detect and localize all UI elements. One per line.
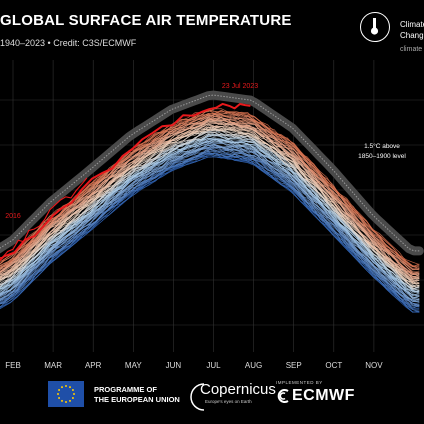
temperature-chart: 23 Jul 2023 2016 1.5°C above 1850–1900 l…	[0, 60, 424, 370]
c3s-logo: Climate Change climate	[360, 12, 424, 60]
eu-stars	[57, 385, 75, 403]
series-2023-line	[0, 102, 251, 262]
series-year-1983	[0, 130, 420, 287]
eu-star-10	[69, 386, 71, 389]
eu-flag-icon	[48, 381, 84, 407]
peak-label: 23 Jul 2023	[222, 83, 258, 90]
x-tick-oct: OCT	[325, 361, 342, 370]
eu-programme-text: PROGRAMME OF THE EUROPEAN UNION	[94, 385, 180, 405]
series-year-2016	[0, 113, 420, 271]
x-tick-sep: SEP	[286, 361, 302, 370]
copernicus-text: Copernicus	[200, 381, 276, 398]
chart-subtitle: 1940–2023 • Credit: C3S/ECMWF	[0, 38, 137, 48]
brand-line2: Change	[400, 31, 424, 40]
series-2023	[0, 102, 251, 262]
eu-star-11	[71, 389, 74, 391]
x-tick-may: MAY	[125, 361, 142, 370]
series-year-1996	[0, 123, 420, 282]
eu-star-4	[61, 399, 63, 402]
thermometer-icon	[360, 12, 390, 42]
eu-star-6	[57, 393, 59, 395]
brand-line1: Climate	[400, 20, 424, 29]
x-tick-jun: JUN	[166, 361, 182, 370]
series-year-1959	[0, 144, 420, 303]
copernicus-tagline: Europe's eyes on Earth	[205, 399, 252, 404]
x-tick-jul: JUL	[206, 361, 221, 370]
series-2016-line	[0, 177, 88, 259]
series-year-2007	[0, 117, 420, 276]
copernicus-logo-icon	[190, 383, 205, 411]
eu-star-3	[65, 401, 67, 403]
threshold-band	[0, 90, 424, 256]
eu-star-2	[69, 399, 71, 402]
threshold-band-line	[0, 94, 420, 252]
eu-star-7	[58, 389, 61, 391]
x-tick-nov: NOV	[365, 361, 383, 370]
threshold-label-line1: 1.5°C above	[364, 142, 400, 150]
historical-series	[0, 108, 420, 313]
series-year-1977	[0, 134, 420, 292]
eu-line1: PROGRAMME OF	[94, 385, 157, 394]
series-year-1946	[0, 152, 420, 313]
series-year-2004	[0, 117, 420, 277]
ecmwf-text: ECMWF	[292, 387, 355, 404]
brand-url: climate	[400, 46, 423, 53]
implemented-by-label: IMPLEMENTED BY	[276, 380, 323, 385]
ecmwf-logo-icon	[277, 389, 289, 403]
x-tick-mar: MAR	[44, 361, 62, 370]
x-tick-feb: FEB	[5, 361, 21, 370]
chart-title: GLOBAL SURFACE AIR TEMPERATURE	[0, 12, 292, 29]
eu-star-0	[73, 393, 75, 395]
series-year-2001	[0, 121, 420, 280]
eu-line2: THE EUROPEAN UNION	[94, 395, 180, 404]
threshold-label-line2: 1850–1900 level	[358, 153, 406, 160]
footer: PROGRAMME OF THE EUROPEAN UNION Copernic…	[0, 372, 424, 424]
eu-star-5	[58, 397, 61, 399]
x-tick-aug: AUG	[245, 361, 262, 370]
series-year-1944	[0, 153, 420, 313]
x-tick-apr: APR	[85, 361, 102, 370]
year-2016-label: 2016	[5, 213, 21, 220]
x-axis: FEB MAR APR MAY JUN JUL AUG SEP OCT NOV	[5, 361, 383, 370]
eu-star-9	[65, 385, 67, 387]
eu-star-1	[71, 397, 74, 399]
eu-star-8	[61, 386, 63, 389]
thermometer-glyph	[370, 18, 379, 35]
chart-annotations: 23 Jul 2023 2016 1.5°C above 1850–1900 l…	[5, 83, 406, 220]
